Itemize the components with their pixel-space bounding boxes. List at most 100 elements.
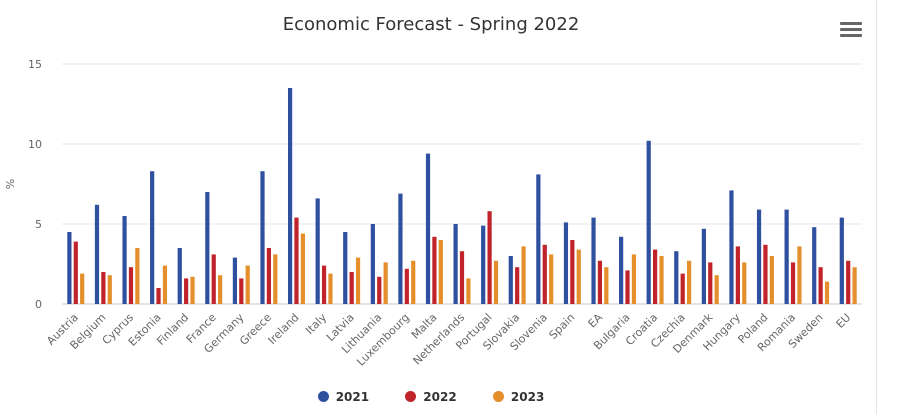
bar [756,209,762,304]
bar [818,267,823,304]
bar [521,246,526,304]
bar [260,171,265,304]
bar [101,272,106,304]
bar [570,240,575,304]
bar [128,267,134,304]
bar [122,216,127,304]
bar [646,140,651,304]
bar [432,236,437,304]
bar [287,88,293,304]
legend: 2021 2022 2023 [0,390,862,404]
bar [597,260,603,304]
bar [493,260,499,304]
bar [67,232,72,304]
bar [94,204,100,304]
bar [107,275,112,304]
bar [232,257,238,304]
bar [453,224,458,304]
bar [411,260,416,304]
bar [73,241,78,304]
bar [701,228,706,304]
bar [343,232,348,304]
bar [266,248,271,304]
legend-swatch-2021 [317,391,329,402]
bar [80,273,85,304]
bar [674,251,679,304]
y-axis-label: % [4,179,17,189]
bar [508,256,513,304]
bar [659,256,664,304]
bar [769,256,774,304]
bar [349,272,354,304]
bar [729,190,734,304]
bar [784,209,789,304]
legend-item-2023[interactable]: 2023 [492,390,545,404]
bar [190,276,195,304]
bar [425,153,431,304]
bar [563,222,569,304]
bar [680,273,685,304]
y-tick-label: 0 [35,298,42,311]
bar [300,233,305,304]
bar [273,254,278,304]
bar [549,254,554,304]
bar [156,288,161,304]
bar [591,217,596,304]
bar [852,267,857,304]
bar [824,281,830,304]
bar [438,240,443,304]
bar [239,278,244,304]
bar [466,278,471,304]
bar [135,248,140,304]
bar [294,217,299,304]
bar [631,254,637,304]
bar [370,224,375,304]
legend-label-2023: 2023 [510,390,545,404]
bar [839,217,844,304]
legend-swatch-2023 [492,391,504,402]
bar [604,267,609,304]
legend-swatch-2022 [405,391,417,402]
x-tick-label: Ireland [266,311,302,347]
bar [398,193,403,304]
bar [763,244,768,304]
bar [205,192,210,304]
chart-container: Economic Forecast - Spring 2022 0 5 10 15% A… [0,0,877,414]
legend-item-2022[interactable]: 2022 [405,390,457,404]
bar [576,249,581,304]
x-tick-label: EA [586,311,606,331]
x-tick-label: Spain [547,311,578,342]
bar [536,174,541,304]
bar [708,262,713,304]
bar [686,260,692,304]
bar [790,262,796,304]
bar [846,260,851,304]
bar [383,262,388,304]
bar [542,244,547,304]
bar [150,171,155,304]
bar [377,276,382,304]
bar [459,251,465,304]
bar [742,262,747,304]
bar [735,246,740,304]
bar [245,265,250,304]
y-tick-label: 5 [35,218,42,231]
bar [177,248,182,304]
bar [404,268,409,304]
bar [355,257,361,304]
y-tick-label: 15 [28,58,42,71]
chart-title: Economic Forecast - Spring 2022 [282,14,580,35]
bar [481,225,486,304]
bar [797,246,802,304]
bar [812,227,817,304]
menu-icon[interactable] [840,22,862,40]
bar [218,275,223,304]
bar [714,275,719,304]
bar [315,198,320,304]
bar-chart: 051015%AustriaBelgiumCyprusEstoniaFinlan… [4,58,862,369]
bar [625,270,630,304]
x-tick-label: EU [834,311,854,331]
legend-label-2022: 2022 [423,390,457,404]
bar [619,236,624,304]
legend-item-2021[interactable]: 2021 [317,390,369,404]
